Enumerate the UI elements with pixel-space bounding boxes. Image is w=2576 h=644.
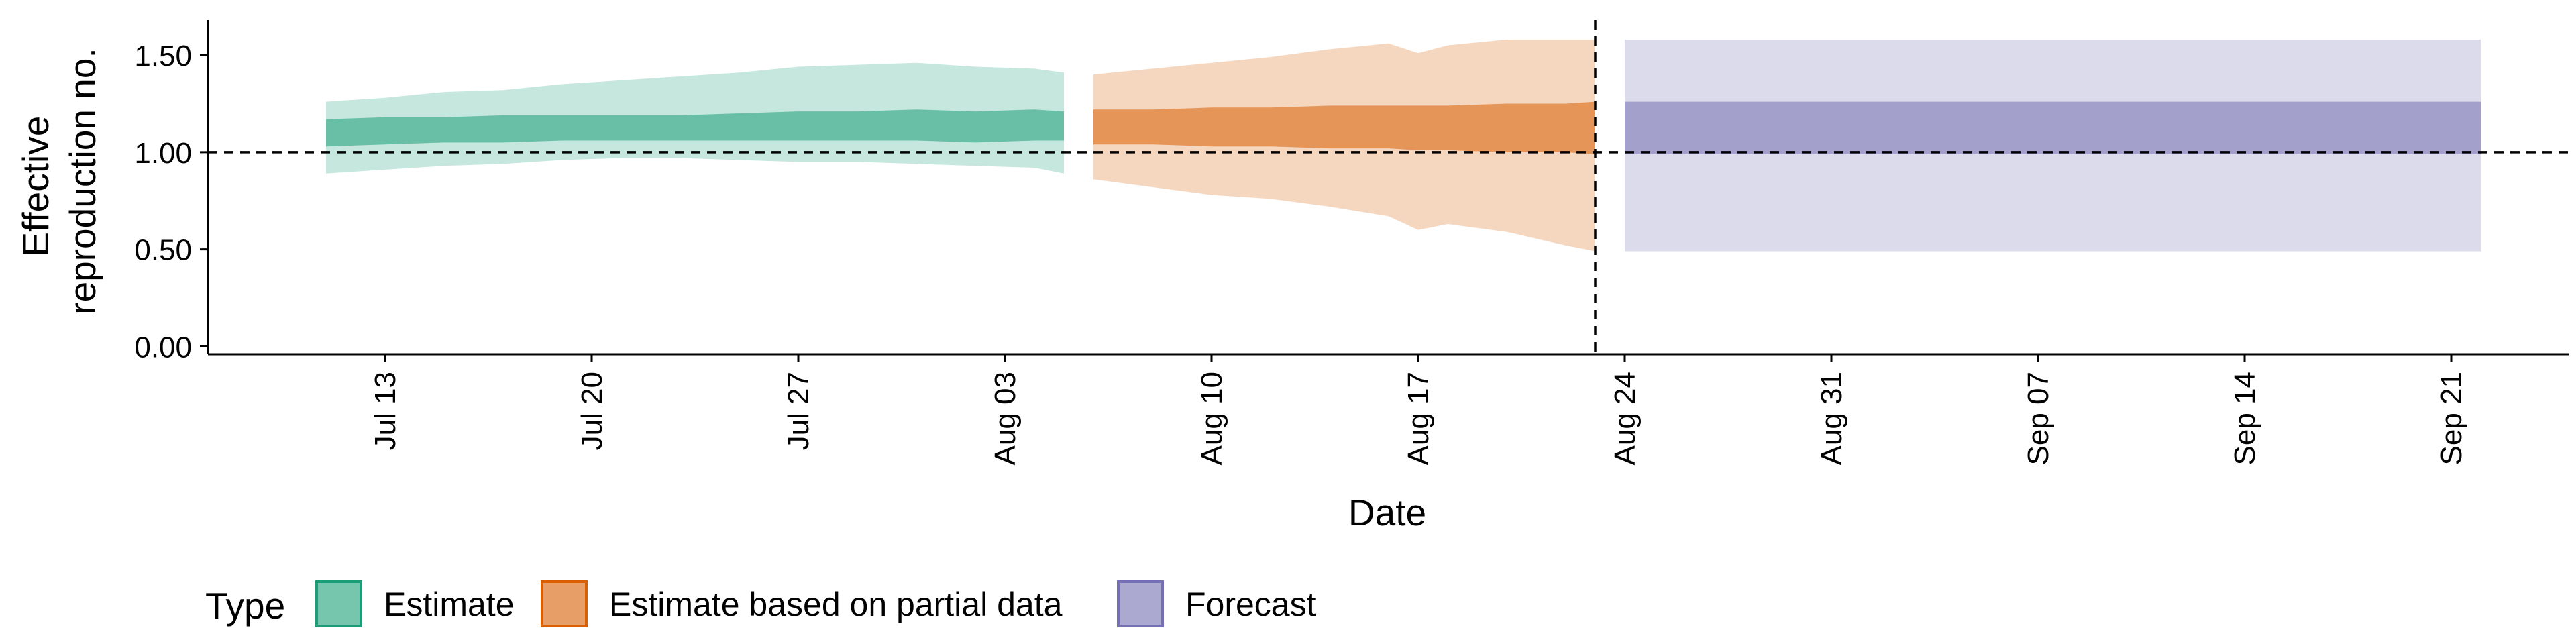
estimate-based-on-partial-data-inner-band <box>1093 101 1595 154</box>
legend-key-forecast <box>1117 580 1164 627</box>
legend-label-estimate: Estimate <box>384 586 515 623</box>
y-axis-label: Effective reproduction no. <box>15 48 103 315</box>
y-tick-label: 1.00 <box>134 137 192 170</box>
x-tick-label: Aug 10 <box>1195 372 1228 465</box>
x-tick-label: Jul 20 <box>576 372 608 450</box>
x-tick-label: Aug 31 <box>1815 372 1848 465</box>
legend: Type Estimate Estimate based on partial d… <box>205 580 1316 627</box>
reference-lines <box>208 20 2569 354</box>
legend-label-forecast: Forecast <box>1185 586 1316 623</box>
y-tick-label: 1.50 <box>134 40 192 72</box>
x-tick-label: Sep 07 <box>2022 372 2055 465</box>
axes <box>207 20 2569 356</box>
x-tick-label: Aug 17 <box>1402 372 1435 465</box>
series-bands <box>326 40 2481 252</box>
x-ticks: Jul 13 Jul 20 Jul 27 Aug 03 Aug 10 Aug 17 Aug … <box>369 354 2468 465</box>
legend-label-estimate-based-on-partial-data: Estimate based on partial data <box>609 586 1063 623</box>
y-axis-label-line-1: Effective <box>15 116 56 257</box>
x-tick-label: Sep 14 <box>2229 372 2261 465</box>
legend-key-estimate <box>315 580 362 627</box>
x-tick-label: Jul 13 <box>369 372 402 450</box>
x-tick-label: Sep 21 <box>2435 372 2468 465</box>
y-tick-label: 0.50 <box>134 234 192 267</box>
estimate-inner-band <box>326 109 1064 147</box>
x-tick-label: Jul 27 <box>782 372 815 450</box>
y-ticks: 0.00 0.50 1.00 1.50 <box>134 40 208 364</box>
y-axis-label-line-2: reproduction no. <box>62 48 103 315</box>
forecast-inner-band <box>1625 101 2481 154</box>
y-tick-label: 0.00 <box>134 331 192 364</box>
legend-key-estimate-based-on-partial-data <box>541 580 588 627</box>
x-tick-label: Aug 24 <box>1609 372 1642 465</box>
x-axis-label: Date <box>1348 492 1426 533</box>
x-tick-label: Aug 03 <box>989 372 1022 465</box>
legend-title: Type <box>205 585 285 627</box>
